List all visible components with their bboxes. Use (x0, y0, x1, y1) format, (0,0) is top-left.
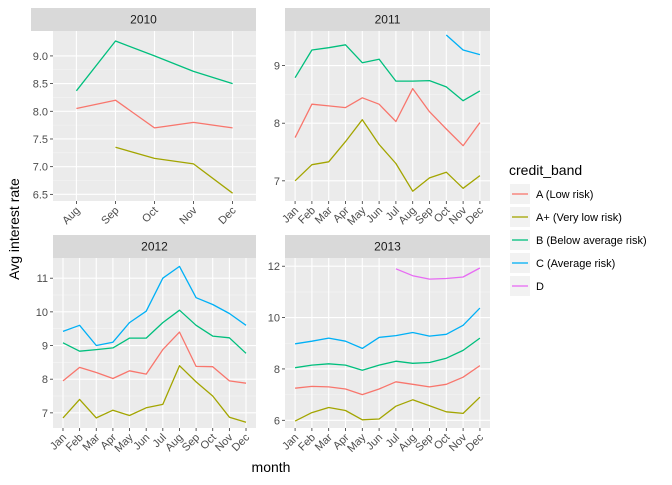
legend-item: A+ (Very low risk) (510, 207, 622, 227)
facet-strip-label: 2012 (141, 240, 168, 254)
legend-label: C (Average risk) (536, 258, 615, 270)
facet-strip (285, 235, 490, 258)
y-tick-label: 10 (36, 307, 48, 319)
legend-label: A+ (Very low risk) (536, 212, 622, 224)
plot-panel (285, 31, 490, 201)
facet-strip-label: 2013 (374, 240, 401, 254)
y-tick-label: 7.0 (33, 162, 48, 174)
legend-item: D (510, 276, 544, 296)
legend-label: A (Low risk) (536, 189, 593, 201)
y-tick-label: 12 (268, 261, 280, 273)
series-line-C (445, 34, 481, 56)
x-tick-label: Aug (60, 205, 82, 227)
facet-panel-2010: 2010 6.5 7.0 7.5 8.0 8.5 9.0 Aug Sep Oct Nov Dec (31, 8, 256, 227)
x-tick-label: Oct (140, 205, 161, 226)
y-tick-label: 8 (274, 364, 280, 376)
x-tick-label: Dec (464, 204, 487, 227)
y-tick-label: 8.0 (33, 106, 48, 118)
legend-label: B (Below average risk) (536, 235, 647, 247)
series-line-B (62, 309, 247, 354)
y-axis-title: Avg interest rate (6, 178, 22, 280)
y-tick-label: 8 (42, 374, 48, 386)
x-tick-label: Jun (364, 205, 385, 226)
series-line-A (294, 87, 481, 147)
series-line-B (295, 337, 481, 371)
facet-strip (285, 8, 490, 31)
series-line-A+ (115, 146, 233, 194)
legend-item: A (Low risk) (510, 184, 593, 204)
facet-strip-label: 2010 (130, 13, 157, 27)
legend: credit_band A (Low risk) A+ (Very low risk… (509, 162, 647, 296)
facet-strip (31, 8, 256, 31)
y-tick-label: 8.5 (33, 79, 48, 91)
series-line-C (295, 307, 481, 350)
x-tick-label: Sep (99, 205, 121, 227)
y-tick-label: 6 (274, 415, 280, 427)
legend-item: B (Below average risk) (510, 230, 647, 250)
y-tick-label: 10 (268, 313, 280, 325)
y-tick-label: 9 (274, 61, 280, 73)
legend-item: C (Average risk) (510, 253, 615, 273)
y-tick-label: 8 (274, 118, 280, 130)
legend-label: D (536, 281, 544, 293)
series-line-A+ (294, 396, 481, 422)
x-tick-label: Dec (230, 431, 253, 454)
facet-strip-label: 2011 (375, 13, 401, 27)
series-line-A+ (62, 365, 247, 423)
facet-panel-2012: 20127891011JanFebMarAprMayJunJulAugSepOc… (36, 235, 256, 455)
x-tick-label: Nov (177, 204, 200, 227)
y-tick-label: 6.5 (33, 189, 48, 201)
y-tick-label: 7.5 (33, 134, 48, 146)
facet-panel-2011: 2011789JanFebMarAprMayJunJulAugSepOctNov… (274, 8, 490, 228)
x-tick-label: Dec (464, 431, 487, 454)
y-tick-label: 7 (274, 176, 280, 188)
y-tick-label: 9.0 (33, 51, 48, 63)
plot-panel (53, 258, 256, 428)
series-line-A (76, 99, 233, 129)
y-tick-label: 9 (42, 341, 48, 353)
x-tick-label: Jun (364, 432, 385, 453)
series-line-D (395, 267, 481, 280)
series-line-A+ (294, 119, 481, 192)
x-tick-label: Dec (216, 204, 239, 227)
x-tick-label: Jun (131, 432, 152, 453)
series-line-C (62, 265, 247, 347)
series-line-B (294, 44, 481, 102)
facet-strip (53, 235, 256, 258)
y-tick-label: 11 (37, 273, 48, 285)
legend-title: credit_band (509, 162, 582, 178)
x-axis-title: month (252, 459, 291, 475)
y-tick-label: 7 (42, 408, 48, 420)
facet-panel-2013: 2013681012JanFebMarAprMayJunJulAugSepOct… (268, 235, 490, 455)
series-line-B (75, 40, 233, 92)
series-line-A (62, 331, 247, 384)
series-line-A (295, 365, 481, 396)
